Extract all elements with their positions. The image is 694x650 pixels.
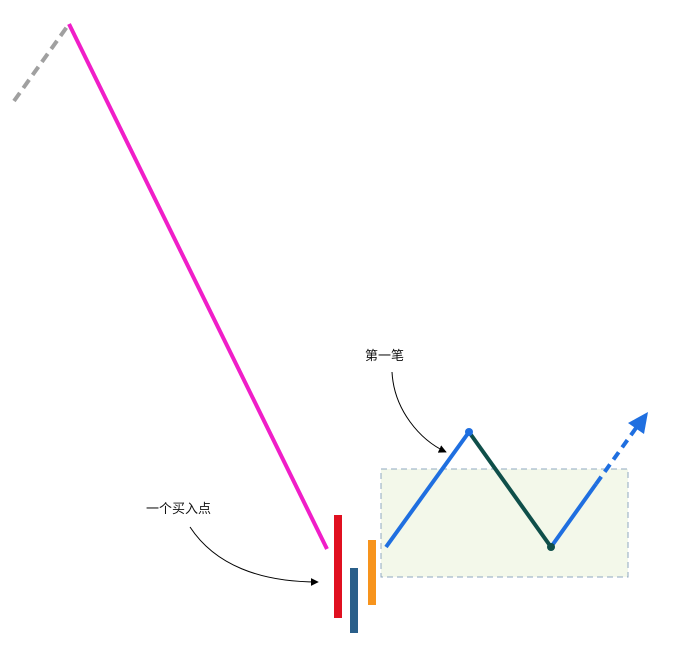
label-buy-point: 一个买入点 — [146, 502, 211, 517]
vertex-top — [465, 428, 473, 436]
bar-orange — [368, 540, 376, 605]
first-stroke-up — [384, 430, 471, 549]
third-stroke-up — [549, 482, 598, 549]
prior-dashed-segment — [12, 22, 71, 103]
label-first-stroke: 第一笔 — [365, 348, 404, 364]
bar-blue — [350, 568, 358, 633]
pointer-buy-point — [189, 526, 319, 586]
pointer-first-stroke — [391, 371, 447, 453]
projected-dashed-stroke — [594, 426, 638, 486]
bar-red — [334, 515, 342, 618]
projection-arrowhead — [628, 412, 648, 434]
vertex-bottom — [547, 543, 555, 551]
down-stroke-magenta — [67, 23, 329, 550]
second-stroke-down — [467, 430, 553, 549]
pivot-zone-box — [380, 468, 629, 578]
